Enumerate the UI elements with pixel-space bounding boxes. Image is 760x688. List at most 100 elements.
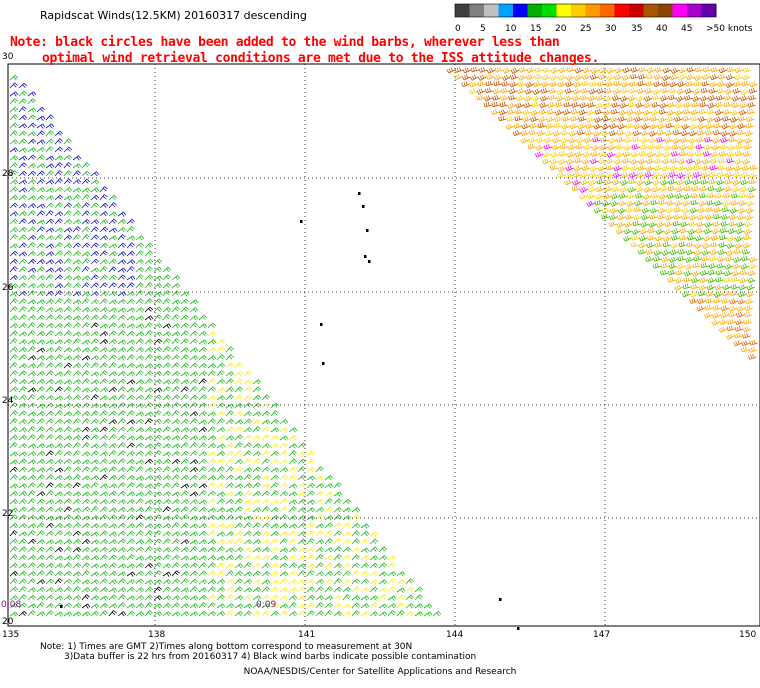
wind-barb	[198, 435, 208, 441]
wind-barb	[351, 570, 360, 577]
wind-barb	[243, 499, 253, 505]
wind-barb	[627, 186, 637, 193]
island-marker	[499, 598, 502, 601]
wind-barb	[333, 586, 343, 593]
wind-barb	[719, 143, 729, 150]
time-label-2: 0:09	[256, 600, 277, 610]
wind-barb	[162, 354, 172, 361]
wind-barb	[108, 466, 117, 473]
wind-barb	[261, 434, 270, 441]
wind-barb	[539, 95, 549, 102]
wind-barb	[564, 179, 573, 186]
wind-barb	[81, 579, 91, 585]
wind-barb	[739, 102, 748, 109]
wind-barb	[639, 228, 649, 235]
wind-barb	[687, 144, 697, 150]
wind-barb	[702, 150, 712, 157]
wind-barb	[117, 299, 127, 305]
wind-barb	[673, 206, 683, 213]
wind-barb	[54, 410, 63, 417]
wind-barb	[582, 73, 591, 80]
wind-barb	[117, 394, 126, 401]
wind-barb	[144, 242, 154, 249]
wind-barb	[598, 74, 607, 80]
wind-barb	[108, 347, 118, 353]
wind-barb	[234, 426, 243, 433]
wind-barb	[90, 242, 99, 249]
wind-barb	[126, 226, 135, 233]
wind-barb	[180, 371, 190, 377]
wind-barb	[99, 202, 109, 209]
wind-barb	[261, 506, 270, 513]
wind-barb	[736, 214, 746, 221]
wind-barb	[606, 67, 616, 74]
wind-barb	[741, 340, 750, 347]
wind-barb	[378, 587, 388, 593]
wind-barb	[722, 115, 731, 122]
wind-barb	[207, 482, 216, 489]
wind-barb	[333, 522, 342, 529]
wind-barb	[699, 185, 709, 192]
wind-barb	[670, 74, 679, 81]
wind-barb	[72, 226, 81, 233]
wind-barb	[542, 151, 552, 158]
wind-barb	[117, 259, 127, 265]
wind-barb	[647, 234, 656, 241]
wind-barb	[414, 594, 423, 601]
wind-barb	[378, 594, 387, 601]
wind-barb	[126, 554, 135, 561]
island-marker	[366, 229, 369, 232]
wind-barb	[654, 151, 664, 158]
wind-barb	[180, 427, 190, 433]
wind-barb	[90, 555, 100, 561]
wind-barb	[243, 603, 253, 609]
wind-barb	[27, 371, 37, 377]
wind-barb	[108, 419, 118, 425]
wind-barb	[126, 579, 136, 585]
wind-barb	[153, 570, 162, 577]
wind-barb	[699, 277, 708, 284]
wind-barb	[342, 570, 351, 577]
wind-barb	[81, 594, 90, 601]
wind-barb	[580, 94, 589, 101]
lon-label-147: 147	[593, 630, 611, 640]
wind-barb	[556, 172, 566, 178]
wind-barb	[661, 256, 670, 263]
wind-barb	[117, 282, 127, 289]
wind-barb	[108, 523, 118, 529]
wind-barb	[126, 354, 135, 361]
legend-swatch	[687, 4, 702, 17]
wind-barb	[153, 258, 163, 265]
wind-barb	[684, 94, 693, 101]
wind-barb	[252, 394, 262, 401]
wind-barb	[117, 347, 127, 353]
wind-barb	[717, 171, 726, 178]
wind-barb	[72, 554, 81, 561]
wind-barb	[126, 266, 135, 273]
wind-barb	[324, 538, 333, 545]
wind-barb	[306, 586, 315, 593]
island-marker	[322, 362, 325, 365]
wind-barb	[198, 394, 207, 401]
wind-barb	[54, 155, 64, 161]
wind-barb	[605, 74, 615, 81]
wind-barb	[721, 297, 730, 304]
wind-barb	[717, 164, 727, 171]
wind-barb	[288, 595, 298, 601]
wind-barb	[564, 88, 574, 94]
wind-barb	[126, 603, 136, 609]
wind-barb	[45, 546, 54, 553]
wind-barb	[180, 379, 190, 385]
wind-barb	[54, 323, 64, 329]
wind-barb	[243, 539, 253, 545]
wind-barb	[180, 547, 190, 553]
wind-barb	[575, 143, 585, 150]
wind-barb	[554, 109, 564, 116]
wind-barb	[63, 154, 73, 161]
wind-barb	[126, 491, 136, 497]
wind-barb	[9, 243, 19, 249]
wind-barb	[342, 603, 352, 609]
wind-barb	[108, 426, 118, 433]
wind-barb	[45, 554, 54, 561]
